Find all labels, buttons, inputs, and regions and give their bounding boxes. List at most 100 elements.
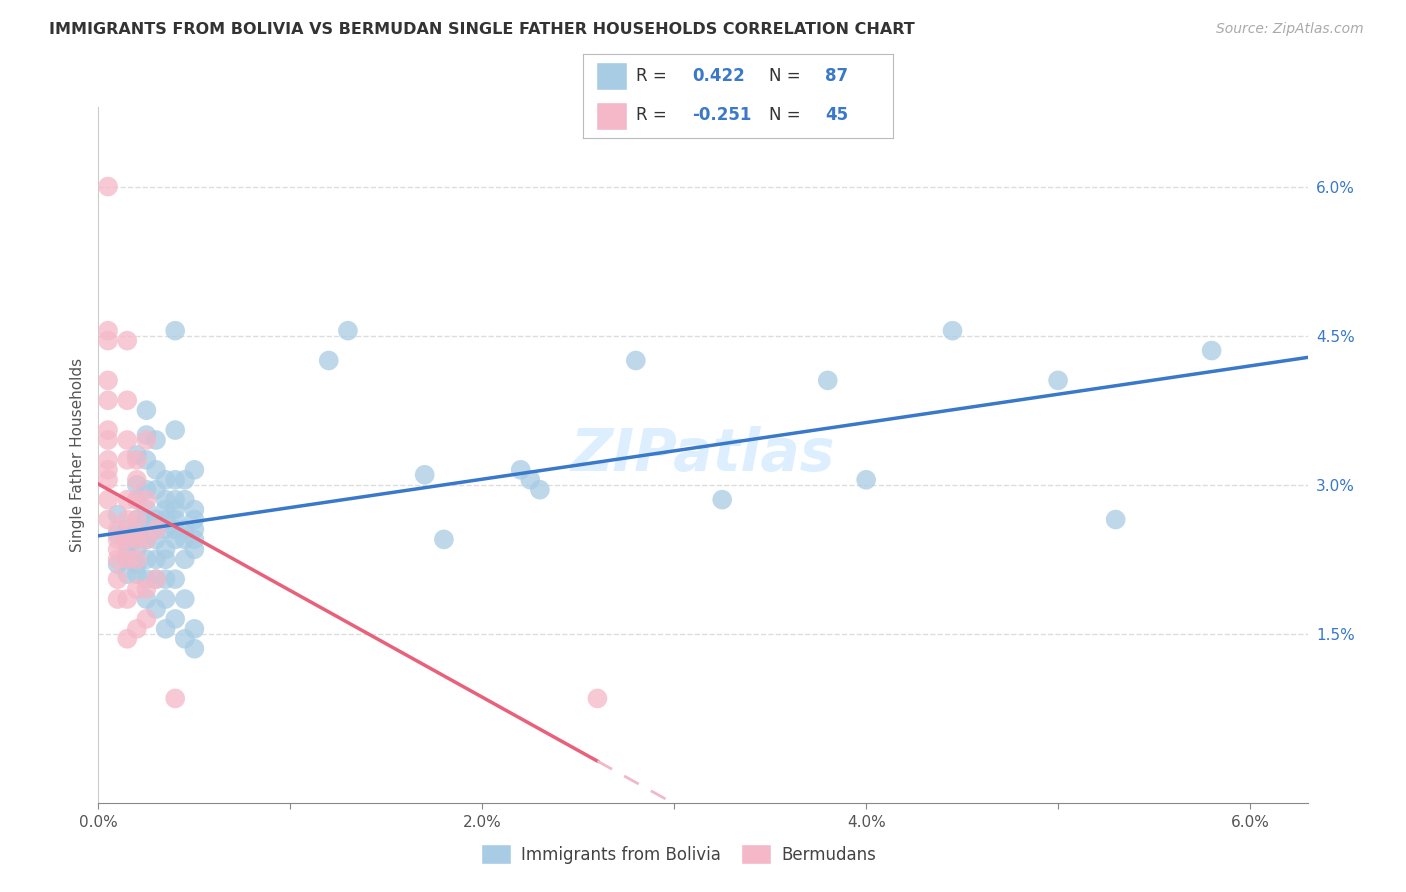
Point [97, 473, 120, 487]
Point [529, 483, 551, 497]
Point [145, 463, 167, 477]
Point [155, 523, 177, 537]
Point [173, 632, 195, 646]
Point [855, 473, 877, 487]
Point [135, 592, 157, 607]
Point [135, 492, 157, 507]
Point [135, 512, 157, 526]
Point [125, 558, 148, 572]
Point [1104, 512, 1126, 526]
Text: R =: R = [636, 68, 672, 86]
Point [97, 179, 120, 194]
Point [165, 492, 187, 507]
Point [97, 463, 120, 477]
Point [115, 453, 138, 467]
Point [145, 512, 167, 526]
Point [107, 592, 129, 607]
Legend: Immigrants from Bolivia, Bermudans: Immigrants from Bolivia, Bermudans [475, 838, 883, 871]
Text: R =: R = [636, 106, 672, 124]
Point [115, 552, 138, 566]
Point [183, 463, 205, 477]
Point [107, 552, 129, 566]
Point [135, 582, 157, 596]
Point [135, 433, 157, 447]
Point [183, 542, 205, 557]
Text: 45: 45 [825, 106, 848, 124]
Point [145, 483, 167, 497]
Text: ZIPatlas: ZIPatlas [571, 426, 835, 483]
Point [97, 423, 120, 437]
Point [173, 552, 195, 566]
Point [711, 492, 734, 507]
Point [145, 523, 167, 537]
Point [145, 533, 167, 547]
Text: -0.251: -0.251 [692, 106, 751, 124]
Text: IMMIGRANTS FROM BOLIVIA VS BERMUDAN SINGLE FATHER HOUSEHOLDS CORRELATION CHART: IMMIGRANTS FROM BOLIVIA VS BERMUDAN SING… [49, 22, 915, 37]
Point [115, 523, 138, 537]
Point [165, 473, 187, 487]
Point [125, 473, 148, 487]
Point [115, 552, 138, 566]
Point [135, 552, 157, 566]
Point [165, 612, 187, 626]
Point [509, 463, 531, 477]
Point [135, 428, 157, 442]
FancyBboxPatch shape [596, 62, 627, 90]
Point [183, 502, 205, 516]
Text: Source: ZipAtlas.com: Source: ZipAtlas.com [1216, 22, 1364, 37]
Point [135, 533, 157, 547]
Y-axis label: Single Father Households: Single Father Households [69, 358, 84, 552]
Point [115, 592, 138, 607]
Point [173, 533, 195, 547]
Point [135, 502, 157, 516]
Point [155, 552, 177, 566]
Point [624, 353, 647, 368]
Point [336, 324, 359, 338]
Point [519, 473, 541, 487]
Point [125, 533, 148, 547]
Point [173, 523, 195, 537]
Point [1201, 343, 1223, 358]
Point [107, 558, 129, 572]
Point [97, 393, 120, 408]
Point [155, 592, 177, 607]
FancyBboxPatch shape [596, 102, 627, 130]
Point [173, 492, 195, 507]
Point [183, 641, 205, 656]
Point [107, 527, 129, 541]
Point [107, 533, 129, 547]
Point [165, 691, 187, 706]
Point [135, 523, 157, 537]
Point [97, 453, 120, 467]
Point [135, 403, 157, 417]
Text: 0.422: 0.422 [692, 68, 745, 86]
Point [135, 612, 157, 626]
Point [115, 512, 138, 526]
Point [97, 492, 120, 507]
Point [125, 492, 148, 507]
Point [145, 433, 167, 447]
Point [115, 433, 138, 447]
Point [135, 533, 157, 547]
Point [125, 552, 148, 566]
Point [183, 533, 205, 547]
Point [941, 324, 963, 338]
Point [165, 523, 187, 537]
Point [145, 572, 167, 586]
Point [115, 334, 138, 348]
Point [115, 533, 138, 547]
Point [135, 572, 157, 586]
Point [183, 523, 205, 537]
Point [586, 691, 609, 706]
Point [183, 622, 205, 636]
Point [125, 582, 148, 596]
Point [155, 542, 177, 557]
Text: 87: 87 [825, 68, 848, 86]
Point [135, 483, 157, 497]
Point [817, 373, 839, 387]
Point [125, 622, 148, 636]
Point [433, 533, 456, 547]
Point [145, 572, 167, 586]
Point [318, 353, 340, 368]
Point [97, 512, 120, 526]
